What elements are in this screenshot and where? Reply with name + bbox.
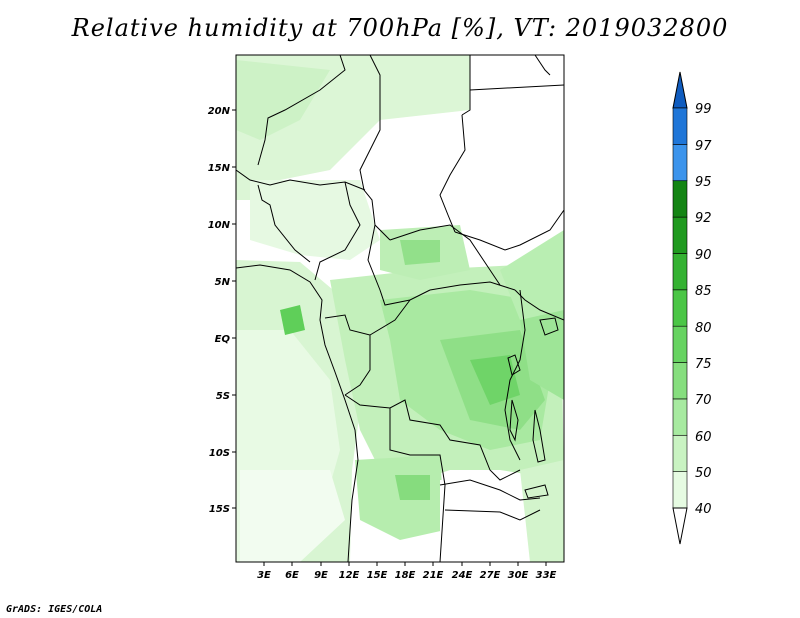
- lon-label: 15E: [367, 570, 388, 581]
- colorbar-label: 85: [695, 284, 712, 299]
- longitude-axis: 3E 6E 9E 12E 15E 18E 21E 24E 27E 30E 33E: [257, 562, 557, 581]
- colorbar: 99 97 95 92 90 85 80 75 70 60 50 40: [672, 71, 712, 545]
- lon-label: 33E: [536, 570, 557, 581]
- colorbar-box: [672, 362, 688, 400]
- lat-label: EQ: [215, 334, 231, 345]
- lon-label: 18E: [395, 570, 416, 581]
- lat-label: 5N: [215, 277, 231, 288]
- country-borders: [236, 55, 564, 562]
- map-frame: [235, 54, 565, 563]
- colorbar-box: [672, 107, 688, 145]
- colorbar-box: [672, 289, 688, 327]
- colorbar-label: 60: [695, 430, 712, 445]
- lat-label: 20N: [208, 106, 231, 117]
- humidity-field: [236, 55, 564, 562]
- colorbar-box: [672, 434, 688, 472]
- lon-label: 3E: [257, 570, 271, 581]
- colorbar-box: [672, 216, 688, 254]
- colorbar-label: 70: [695, 393, 712, 408]
- colorbar-box: [672, 180, 688, 218]
- colorbar-label: 92: [695, 211, 712, 226]
- lon-label: 6E: [285, 570, 299, 581]
- colorbar-box: [672, 144, 688, 182]
- colorbar-bottom-arrow: [672, 507, 688, 545]
- colorbar-box: [672, 253, 688, 291]
- latitude-axis: 20N 15N 10N 5N EQ 5S 10S 15S: [208, 106, 236, 515]
- lon-label: 30E: [508, 570, 529, 581]
- lat-label: 10S: [209, 448, 230, 459]
- colorbar-label: 75: [695, 357, 712, 372]
- colorbar-top-arrow: [672, 71, 688, 109]
- lat-label: 5S: [216, 391, 230, 402]
- lat-label: 10N: [208, 220, 231, 231]
- colorbar-box: [672, 398, 688, 436]
- colorbar-box: [672, 325, 688, 363]
- lon-label: 24E: [452, 570, 473, 581]
- colorbar-label: 99: [695, 102, 712, 117]
- colorbar-label: 40: [695, 502, 712, 517]
- colorbar-label: 97: [695, 139, 712, 154]
- colorbar-label: 95: [695, 175, 712, 190]
- colorbar-label: 50: [695, 466, 712, 481]
- map-title: Relative humidity at 700hPa [%], VT: 201…: [71, 14, 729, 42]
- colorbar-label: 80: [695, 321, 712, 336]
- lon-label: 21E: [423, 570, 444, 581]
- lat-label: 15N: [208, 163, 231, 174]
- lon-label: 9E: [314, 570, 328, 581]
- colorbar-box: [672, 471, 688, 509]
- lon-label: 12E: [339, 570, 360, 581]
- lat-label: 15S: [209, 504, 230, 515]
- lon-label: 27E: [480, 570, 501, 581]
- colorbar-label: 90: [695, 248, 712, 263]
- credit-text: GrADS: IGES/COLA: [6, 604, 103, 615]
